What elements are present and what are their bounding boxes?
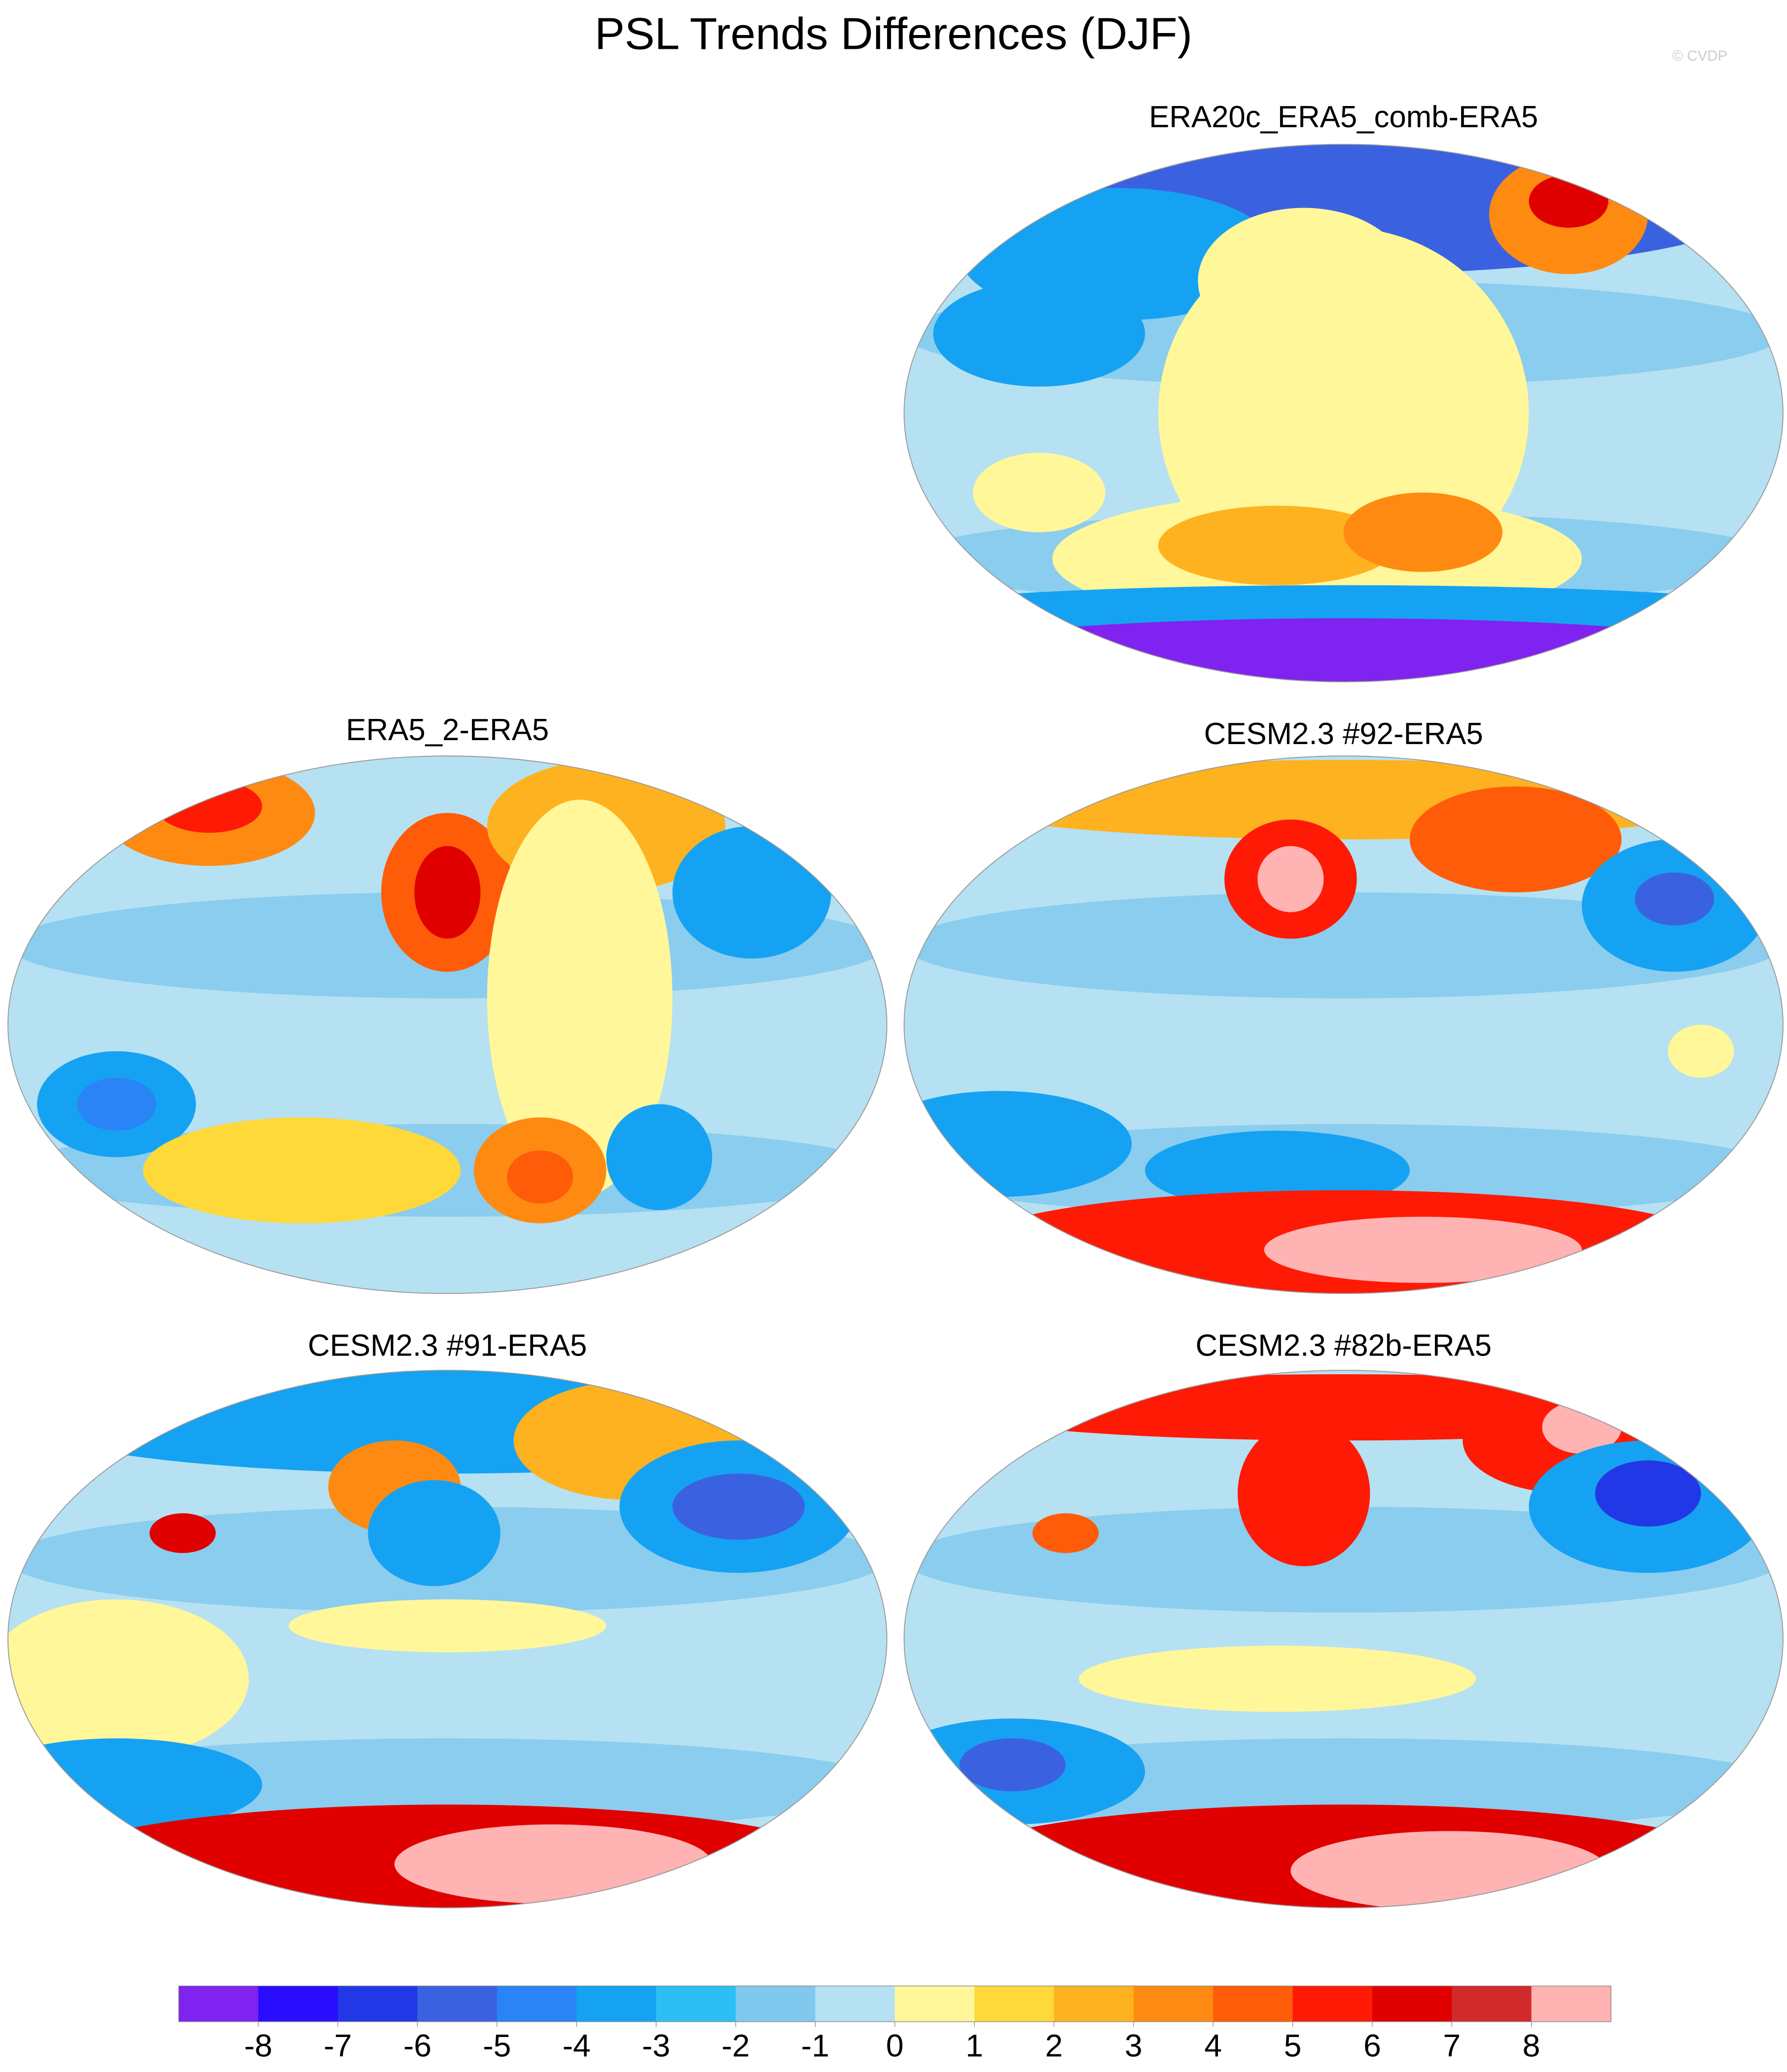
colorbar-box	[338, 1986, 418, 2022]
field-contour	[904, 1091, 1132, 1197]
field-contour	[672, 826, 831, 959]
field-contour	[1032, 1513, 1099, 1553]
map-panel	[904, 1370, 1783, 1908]
colorbar-label: 7	[1443, 2028, 1461, 2064]
map-outline	[7, 1370, 888, 1909]
field-contour	[973, 453, 1106, 533]
colorbar-box	[1054, 1986, 1134, 2022]
map-outline	[7, 755, 888, 1294]
colorbar-box	[1292, 1986, 1373, 2022]
colorbar-box	[1213, 1986, 1293, 2022]
colorbar-box	[894, 1986, 975, 2022]
panel-title: CESM2.3 #92-ERA5	[1204, 717, 1483, 751]
colorbar-box	[1452, 1986, 1532, 2022]
colorbar-label: 8	[1523, 2028, 1540, 2064]
field-contour	[1264, 1216, 1582, 1283]
colorbar-label: -3	[642, 2028, 670, 2064]
colorbar-label: 3	[1125, 2028, 1143, 2064]
field-contour	[672, 1473, 805, 1540]
panel-title: CESM2.3 #82b-ERA5	[1195, 1329, 1491, 1363]
colorbar-box	[1133, 1986, 1214, 2022]
field-contour	[143, 1117, 461, 1223]
map-outline	[903, 1370, 1784, 1909]
field-contour	[1409, 786, 1622, 893]
colorbar-box	[417, 1986, 498, 2022]
field-contour	[414, 846, 481, 939]
field-contour	[76, 1077, 156, 1131]
colorbar-label: -8	[244, 2028, 272, 2064]
colorbar-box	[974, 1986, 1055, 2022]
colorbar-box	[576, 1986, 657, 2022]
field-contour	[288, 1599, 607, 1652]
panel-title: ERA5_2-ERA5	[346, 713, 549, 747]
colorbar-label: 4	[1204, 2028, 1222, 2064]
figure-title: PSL Trends Differences (DJF)	[595, 8, 1192, 59]
map-outline	[903, 755, 1784, 1294]
watermark: © CVDP	[1672, 48, 1727, 64]
map-panel	[904, 756, 1783, 1294]
field-contour	[906, 618, 1781, 682]
field-contour	[1668, 1025, 1734, 1078]
field-contour	[960, 1738, 1066, 1791]
map-panel	[904, 144, 1783, 682]
map-panel	[8, 756, 887, 1294]
colorbar-label: -6	[403, 2028, 431, 2064]
field-band	[904, 892, 1783, 999]
colorbar-box	[735, 1986, 816, 2022]
field-contour	[156, 780, 262, 833]
panel-title: CESM2.3 #91-ERA5	[308, 1329, 587, 1363]
field-contour	[149, 1513, 216, 1553]
field-contour	[8, 1599, 249, 1758]
colorbar-label: 6	[1363, 2028, 1381, 2064]
colorbar-box	[1531, 1986, 1611, 2022]
colorbar-box	[815, 1986, 895, 2022]
field-contour	[394, 1824, 713, 1904]
colorbar-label: -7	[323, 2028, 352, 2064]
field-contour	[507, 1150, 573, 1204]
map-panel	[8, 1370, 887, 1908]
colorbar-box	[179, 1986, 259, 2022]
field-contour	[1257, 846, 1324, 912]
field-contour	[1078, 1645, 1476, 1712]
field-contour	[1237, 1420, 1370, 1567]
colorbar-box	[497, 1986, 577, 2022]
colorbar-label: 5	[1284, 2028, 1302, 2064]
field-contour	[946, 760, 1741, 840]
colorbar-label: -5	[483, 2028, 511, 2064]
field-contour	[1635, 872, 1715, 926]
map-outline	[903, 143, 1784, 682]
colorbar-label: 2	[1045, 2028, 1063, 2064]
colorbar-box	[258, 1986, 338, 2022]
colorbar-label: -1	[801, 2028, 829, 2064]
colorbar-label: -2	[721, 2028, 750, 2064]
field-contour	[1343, 492, 1502, 572]
field-contour	[368, 1480, 500, 1586]
field-contour	[933, 281, 1145, 387]
colorbar-box	[1372, 1986, 1453, 2022]
field-contour	[1158, 505, 1397, 585]
colorbar-label: 0	[886, 2028, 904, 2064]
field-contour	[487, 799, 673, 1197]
panel-title: ERA20c_ERA5_comb-ERA5	[1149, 100, 1538, 134]
colorbar-label: 1	[965, 2028, 983, 2064]
field-contour	[1290, 1831, 1608, 1908]
field-contour	[1529, 175, 1608, 228]
colorbar-box	[656, 1986, 736, 2022]
field-contour	[606, 1104, 713, 1211]
colorbar-label: -4	[563, 2028, 591, 2064]
field-contour	[1595, 1460, 1701, 1527]
